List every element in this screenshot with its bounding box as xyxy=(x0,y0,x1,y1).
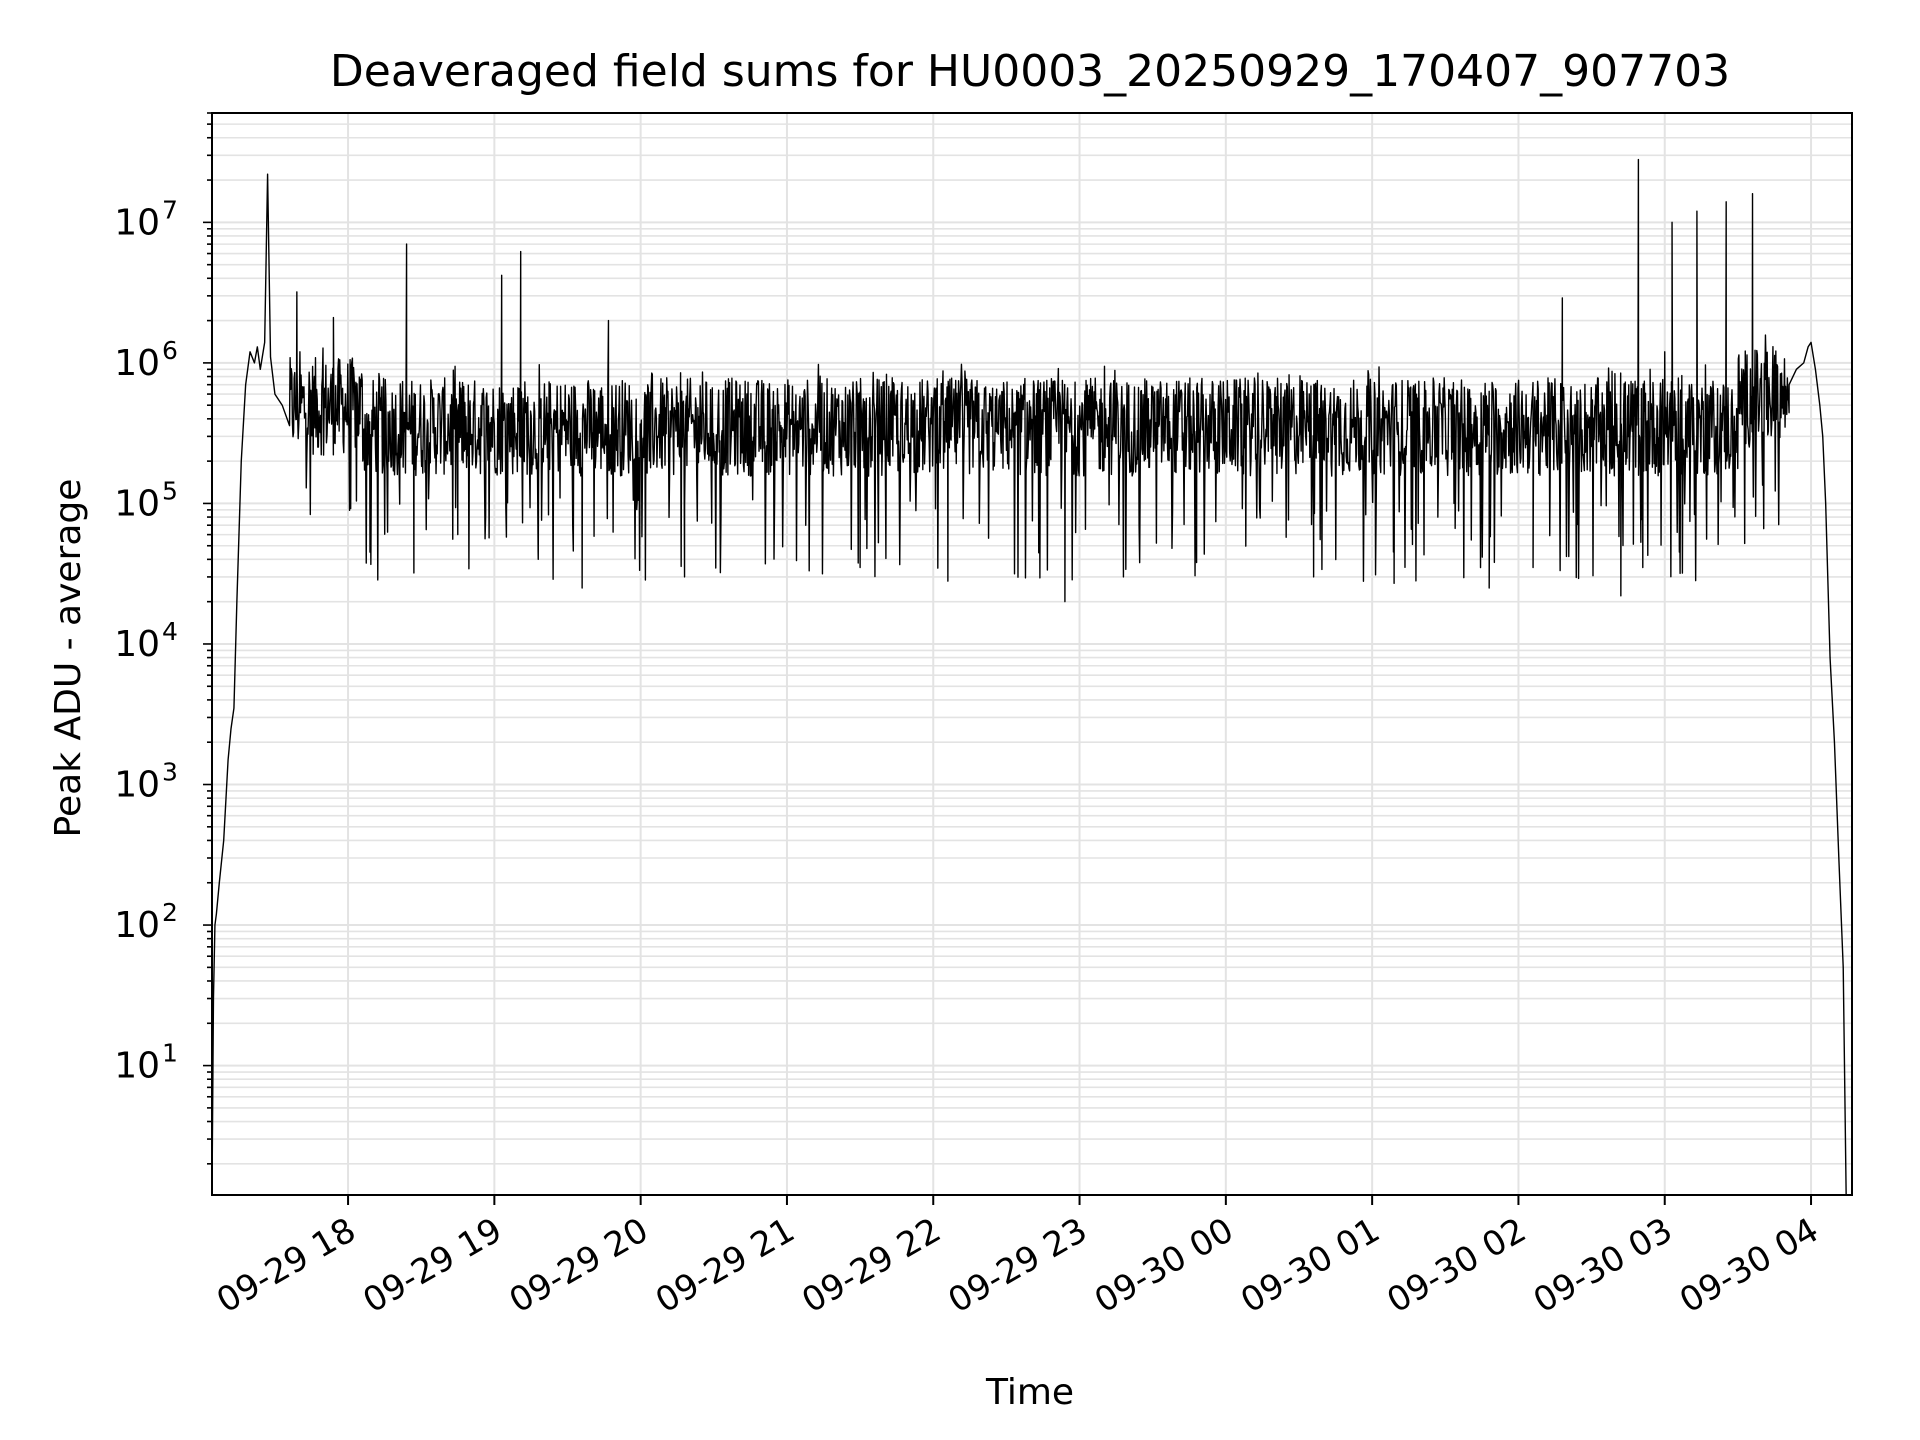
y-tick-label: 10 xyxy=(114,202,160,243)
y-tick-exponent: 7 xyxy=(162,195,178,224)
x-axis-label: Time xyxy=(985,1372,1074,1413)
y-axis-label: Peak ADU - average xyxy=(48,479,89,838)
y-tick-exponent: 2 xyxy=(162,898,178,927)
y-tick-exponent: 6 xyxy=(162,336,178,365)
y-tick-label: 10 xyxy=(114,765,160,806)
y-tick-label: 10 xyxy=(114,483,160,524)
y-tick-label: 10 xyxy=(114,1046,160,1087)
y-tick-label: 10 xyxy=(114,343,160,384)
y-tick-label: 10 xyxy=(114,624,160,665)
y-tick-exponent: 3 xyxy=(162,758,178,787)
y-tick-exponent: 4 xyxy=(162,617,178,646)
plot-frame xyxy=(211,112,1853,1196)
series-line xyxy=(211,158,1847,1196)
series-layer xyxy=(211,158,1847,1196)
chart-title: Deaveraged field sums for HU0003_2025092… xyxy=(330,46,1730,97)
y-tick-exponent: 1 xyxy=(162,1039,178,1068)
y-tick-exponent: 5 xyxy=(162,476,178,505)
y-tick-label: 10 xyxy=(114,905,160,946)
